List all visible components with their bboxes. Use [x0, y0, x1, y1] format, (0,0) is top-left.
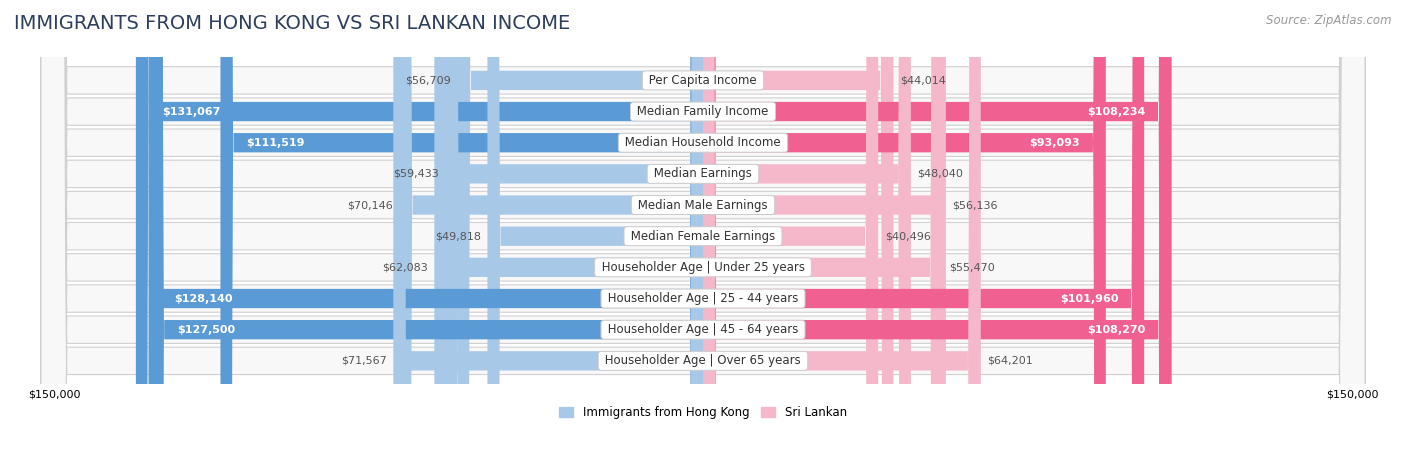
Text: Per Capita Income: Per Capita Income [645, 74, 761, 87]
FancyBboxPatch shape [41, 0, 1365, 467]
FancyBboxPatch shape [703, 0, 1105, 467]
Text: Source: ZipAtlas.com: Source: ZipAtlas.com [1267, 14, 1392, 27]
FancyBboxPatch shape [703, 0, 879, 467]
Text: $44,014: $44,014 [900, 75, 946, 85]
Text: Median Male Earnings: Median Male Earnings [634, 198, 772, 212]
Text: Householder Age | Over 65 years: Householder Age | Over 65 years [602, 354, 804, 368]
FancyBboxPatch shape [703, 0, 911, 467]
Text: $111,519: $111,519 [246, 138, 305, 148]
Text: Median Household Income: Median Household Income [621, 136, 785, 149]
FancyBboxPatch shape [488, 0, 703, 467]
Text: $64,201: $64,201 [987, 356, 1033, 366]
FancyBboxPatch shape [703, 0, 946, 467]
FancyBboxPatch shape [41, 0, 1365, 467]
Text: $56,709: $56,709 [405, 75, 451, 85]
Text: Householder Age | 25 - 44 years: Householder Age | 25 - 44 years [605, 292, 801, 305]
Text: Householder Age | Under 25 years: Householder Age | Under 25 years [598, 261, 808, 274]
FancyBboxPatch shape [703, 0, 981, 467]
Text: $62,083: $62,083 [382, 262, 427, 272]
FancyBboxPatch shape [446, 0, 703, 467]
Text: Median Family Income: Median Family Income [634, 105, 772, 118]
Text: $49,818: $49,818 [434, 231, 481, 241]
FancyBboxPatch shape [457, 0, 703, 467]
FancyBboxPatch shape [152, 0, 703, 467]
Text: $108,234: $108,234 [1087, 106, 1146, 117]
Text: $70,146: $70,146 [347, 200, 394, 210]
Text: $127,500: $127,500 [177, 325, 235, 335]
FancyBboxPatch shape [703, 0, 1171, 467]
Text: $55,470: $55,470 [949, 262, 995, 272]
Text: $48,040: $48,040 [917, 169, 963, 179]
FancyBboxPatch shape [149, 0, 703, 467]
FancyBboxPatch shape [41, 0, 1365, 467]
FancyBboxPatch shape [394, 0, 703, 467]
FancyBboxPatch shape [41, 0, 1365, 467]
Text: $128,140: $128,140 [174, 294, 233, 304]
Text: Median Earnings: Median Earnings [650, 167, 756, 180]
Legend: Immigrants from Hong Kong, Sri Lankan: Immigrants from Hong Kong, Sri Lankan [554, 402, 852, 424]
Text: Median Female Earnings: Median Female Earnings [627, 230, 779, 243]
FancyBboxPatch shape [221, 0, 703, 467]
FancyBboxPatch shape [41, 0, 1365, 467]
FancyBboxPatch shape [136, 0, 703, 467]
Text: $56,136: $56,136 [952, 200, 998, 210]
FancyBboxPatch shape [41, 0, 1365, 467]
Text: $59,433: $59,433 [394, 169, 439, 179]
Text: $40,496: $40,496 [884, 231, 931, 241]
Text: $131,067: $131,067 [162, 106, 221, 117]
FancyBboxPatch shape [41, 0, 1365, 467]
FancyBboxPatch shape [399, 0, 703, 467]
Text: $101,960: $101,960 [1060, 294, 1118, 304]
FancyBboxPatch shape [41, 0, 1365, 467]
FancyBboxPatch shape [703, 0, 943, 467]
Text: $71,567: $71,567 [342, 356, 387, 366]
Text: IMMIGRANTS FROM HONG KONG VS SRI LANKAN INCOME: IMMIGRANTS FROM HONG KONG VS SRI LANKAN … [14, 14, 571, 33]
FancyBboxPatch shape [703, 0, 1144, 467]
Text: Householder Age | 45 - 64 years: Householder Age | 45 - 64 years [605, 323, 801, 336]
FancyBboxPatch shape [703, 0, 893, 467]
FancyBboxPatch shape [434, 0, 703, 467]
Text: $108,270: $108,270 [1087, 325, 1146, 335]
Text: $93,093: $93,093 [1029, 138, 1080, 148]
FancyBboxPatch shape [41, 0, 1365, 467]
FancyBboxPatch shape [703, 0, 1171, 467]
FancyBboxPatch shape [41, 0, 1365, 467]
